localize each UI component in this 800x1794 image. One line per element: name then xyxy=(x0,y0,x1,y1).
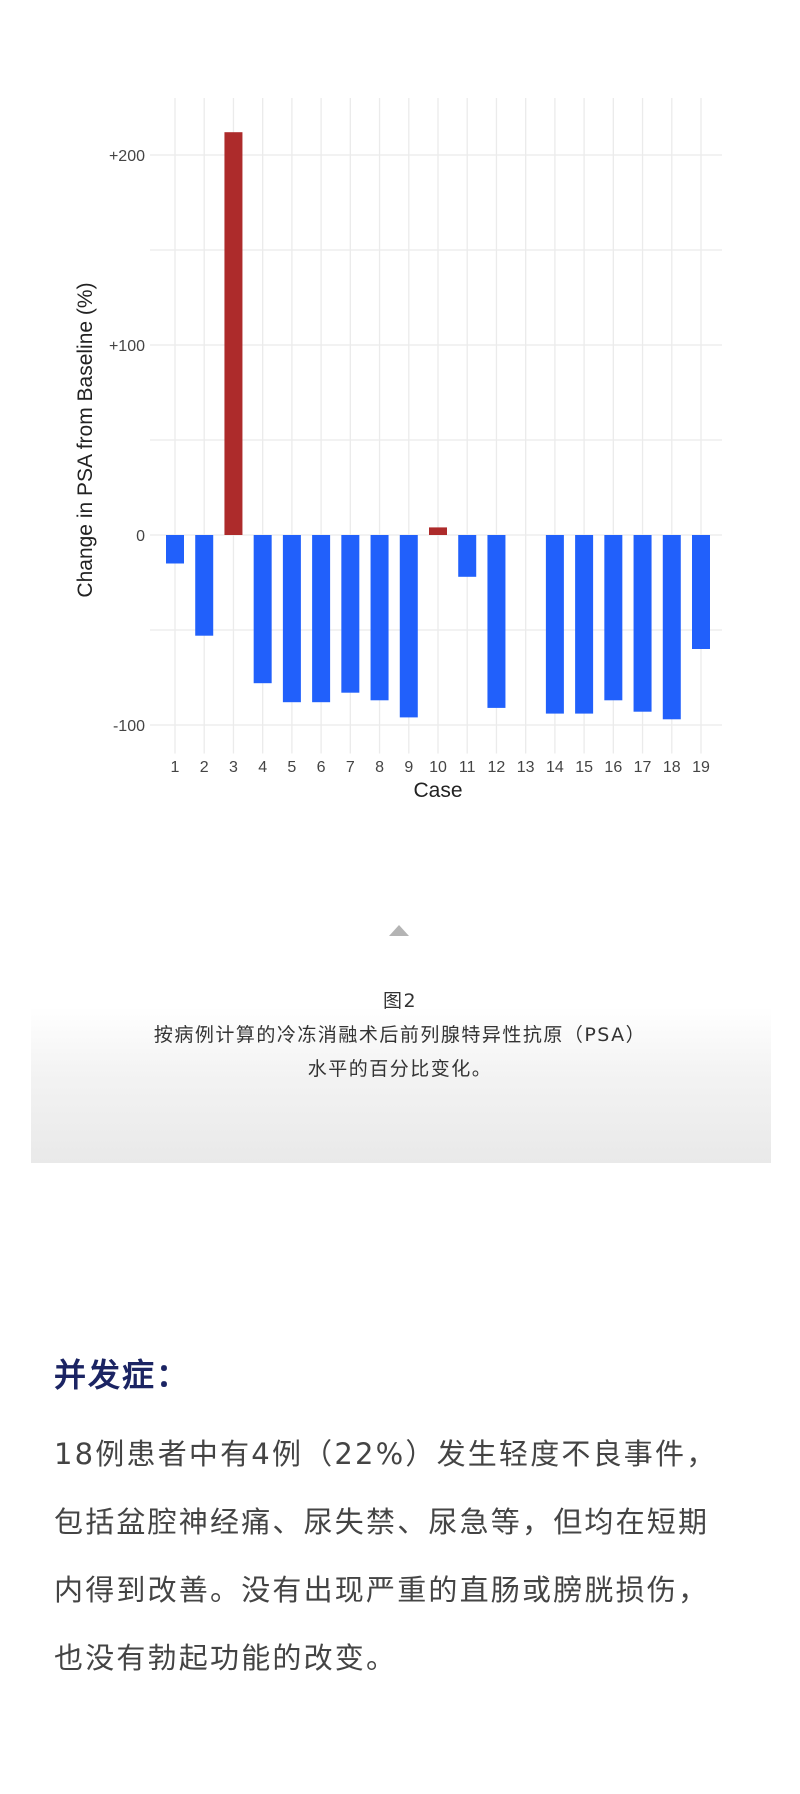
x-tick-label: 6 xyxy=(317,759,326,776)
x-tick-labels: 1 2 3 4 5 6 7 8 9 10 11 12 13 14 15 16 17 18 19 xyxy=(171,759,710,776)
bar-case-2 xyxy=(195,535,214,636)
x-tick-label: 9 xyxy=(404,759,413,776)
x-tick-label: 11 xyxy=(459,759,476,776)
bar-case-11 xyxy=(458,535,477,577)
bar-case-4 xyxy=(253,535,272,684)
x-axis-label: Case xyxy=(413,779,462,802)
x-tick-label: 12 xyxy=(488,759,506,776)
x-tick-label: 14 xyxy=(546,759,564,776)
paragraph-line: 也没有勃起功能的改变。 xyxy=(54,1641,398,1675)
x-tick-label: 5 xyxy=(287,759,296,776)
y-axis-label: Change in PSA from Baseline (%) xyxy=(74,282,97,597)
figure-caption-box xyxy=(31,940,771,1163)
x-tick-label: 15 xyxy=(575,759,593,776)
bar-case-5 xyxy=(282,535,301,703)
x-tick-label: 17 xyxy=(634,759,652,776)
bar-case-15 xyxy=(575,535,594,714)
x-tick-label: 18 xyxy=(663,759,681,776)
x-tick-label: 10 xyxy=(429,759,447,776)
bar-case-19 xyxy=(692,535,710,649)
bar-case-7 xyxy=(341,535,360,693)
paragraph-line: 18例患者中有4例（22%）发生轻度不良事件， xyxy=(54,1437,718,1471)
y-tick-label: +200 xyxy=(109,148,145,165)
y-tick-label: 0 xyxy=(136,528,145,545)
x-tick-label: 3 xyxy=(229,759,238,776)
paragraph-line: 内得到改善。没有出现严重的直肠或膀胱损伤， xyxy=(54,1573,710,1607)
bar-case-17 xyxy=(633,535,652,712)
x-tick-label: 4 xyxy=(258,759,267,776)
x-tick-label: 19 xyxy=(692,759,710,776)
section-heading: 并发症： xyxy=(54,1356,191,1394)
bar-case-3 xyxy=(224,132,243,535)
section-paragraph: 18例患者中有4例（22%）发生轻度不良事件， 包括盆腔神经痛、尿失禁、尿急等，… xyxy=(54,1420,754,1692)
x-tick-label: 13 xyxy=(517,759,535,776)
bar-case-8 xyxy=(370,535,389,701)
x-tick-label: 1 xyxy=(171,759,180,776)
bar-case-10 xyxy=(429,527,447,535)
caret-up-icon xyxy=(389,925,409,936)
x-tick-label: 8 xyxy=(375,759,384,776)
figure-label: 图2 xyxy=(382,990,418,1012)
bar-case-12 xyxy=(487,535,506,708)
bar-case-1 xyxy=(166,535,184,564)
y-tick-label: +100 xyxy=(109,338,145,355)
paragraph-line: 包括盆腔神经痛、尿失禁、尿急等，但均在短期 xyxy=(54,1505,710,1539)
bar-case-16 xyxy=(604,535,623,701)
bar-case-9 xyxy=(399,535,418,718)
bar-case-14 xyxy=(545,535,564,714)
x-tick-label: 16 xyxy=(604,759,622,776)
y-tick-labels: +200 +100 0 -100 xyxy=(109,148,145,735)
bar-case-6 xyxy=(312,535,331,703)
figure-caption-line1: 按病例计算的冷冻消融术后前列腺特异性抗原（PSA） xyxy=(153,1024,647,1046)
figure-caption-line2: 水平的百分比变化。 xyxy=(307,1058,493,1080)
x-tick-label: 2 xyxy=(200,759,209,776)
bars xyxy=(166,132,710,720)
y-tick-label: -100 xyxy=(113,718,145,735)
x-tick-label: 7 xyxy=(346,759,355,776)
bar-case-18 xyxy=(662,535,681,720)
